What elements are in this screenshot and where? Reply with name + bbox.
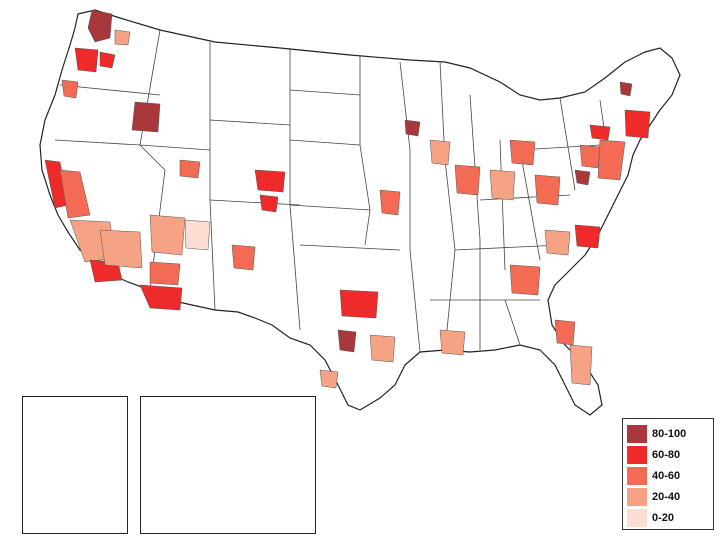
- region-nm: [231, 244, 256, 271]
- region-or-2: [61, 79, 79, 99]
- hawaii-inset: [22, 396, 128, 534]
- region-pa: [579, 144, 601, 169]
- legend-label: 20-40: [652, 490, 681, 503]
- region-kc: [379, 189, 401, 216]
- region-boise: [131, 101, 161, 133]
- region-boston: [624, 109, 651, 139]
- region-slc: [179, 159, 201, 179]
- legend-label: 60-80: [652, 448, 681, 461]
- legend-swatch: [627, 487, 647, 506]
- region-oh: [534, 174, 561, 206]
- region-houston: [369, 334, 396, 363]
- region-nv: [149, 214, 186, 256]
- region-tx-s: [319, 369, 339, 389]
- region-seattle: [87, 9, 113, 43]
- legend-label: 80-100: [652, 427, 687, 440]
- region-ms: [439, 329, 466, 356]
- region-atlanta: [509, 264, 541, 296]
- region-phoenix: [149, 261, 181, 286]
- region-austin: [337, 329, 357, 353]
- region-ny-up: [589, 124, 611, 141]
- region-detroit: [509, 139, 536, 166]
- region-co-springs: [259, 194, 279, 213]
- region-or-1: [99, 51, 116, 69]
- region-nyc: [597, 139, 626, 181]
- region-wi: [429, 139, 451, 166]
- region-fl-n: [554, 319, 576, 346]
- region-wa-1: [114, 29, 131, 46]
- region-ca-valley: [59, 169, 91, 219]
- region-portland: [74, 47, 99, 73]
- legend-item-20-40: 20-40: [627, 486, 709, 507]
- region-minneapolis: [404, 119, 421, 137]
- region-denver: [254, 169, 286, 193]
- state-boundaries: [54, 29, 611, 353]
- region-dc: [574, 169, 591, 186]
- region-san-diego: [139, 284, 183, 311]
- region-vt: [619, 81, 633, 97]
- region-raleigh: [574, 224, 601, 249]
- legend-item-40-60: 40-60: [627, 465, 709, 486]
- region-az-n: [184, 219, 211, 251]
- region-dfw: [339, 289, 379, 319]
- county-fills: [44, 9, 651, 389]
- legend-item-0-20: 0-20: [627, 507, 709, 528]
- alaska-inset: [140, 396, 316, 534]
- legend-swatch: [627, 466, 647, 485]
- legend-label: 0-20: [652, 511, 675, 524]
- legend-item-80-100: 80-100: [627, 423, 709, 444]
- region-fl-s: [569, 344, 593, 386]
- legend: 80-100 60-80 40-60 20-40 0-20: [622, 418, 714, 530]
- legend-swatch: [627, 424, 647, 443]
- legend-item-60-80: 60-80: [627, 444, 709, 465]
- legend-swatch: [627, 445, 647, 464]
- region-chicago: [454, 164, 481, 196]
- region-nc: [544, 229, 571, 256]
- region-ca-desert: [99, 229, 143, 269]
- legend-swatch: [627, 508, 647, 527]
- region-in: [489, 169, 516, 201]
- legend-label: 40-60: [652, 469, 681, 482]
